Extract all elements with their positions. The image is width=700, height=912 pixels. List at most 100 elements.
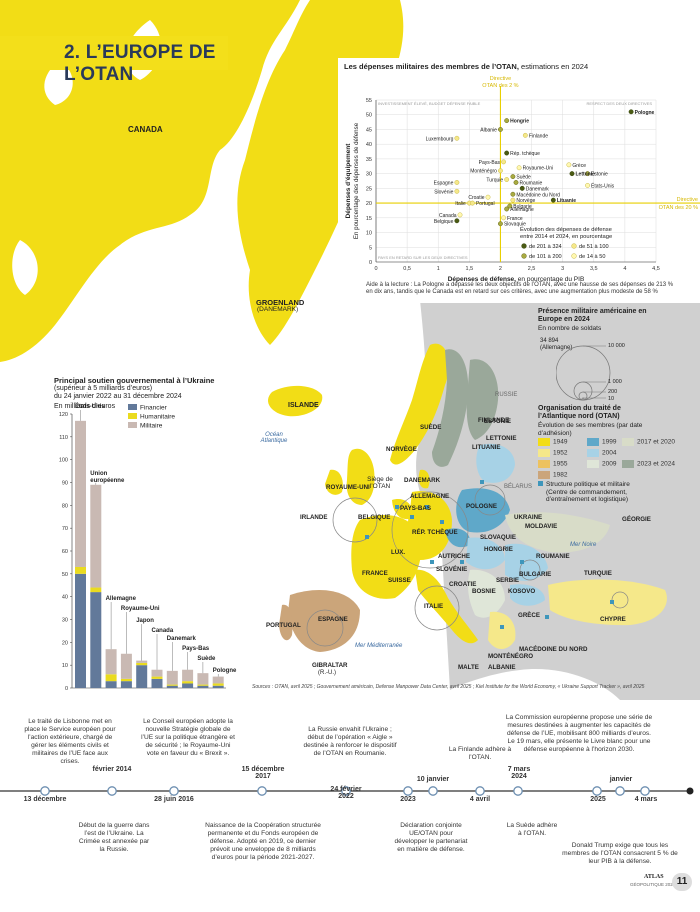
scatter-ytick-label: 25: [366, 186, 372, 192]
scatter-title-bold: Les dépenses militaires des membres de l…: [344, 62, 519, 71]
scatter-xtick-label: 3,5: [590, 266, 598, 272]
scatter-point-danemark: [519, 185, 525, 191]
members-swatch: [538, 449, 550, 457]
scatter-point-grece: [566, 162, 572, 168]
scatter-point-label-albanie: Albanie: [480, 127, 497, 133]
quadrant-bottom-left: PAYS EN RETARD SUR LES DEUX DIRECTIVES: [378, 255, 468, 260]
bar-legend-label-financier: Financier: [140, 405, 168, 412]
timeline-node: [475, 786, 485, 796]
scatter-chart: 0 0,5 1 1,5 2 2,5 3 3,5 4 4,5 0 5 10 15 20 25 30 35 40 45 50…: [345, 76, 700, 283]
scatter-point-label-italie: Italie: [455, 201, 466, 207]
country-label-france: FRANCE: [362, 570, 388, 577]
scatter-point-label-belgique: Belgique: [434, 219, 454, 225]
bar-pologne-militaire: [212, 676, 224, 684]
balkans: [467, 569, 505, 618]
troops-value: 34 894: [540, 338, 559, 344]
bar-label-suede: Suède: [197, 656, 216, 662]
timeline-node: [107, 786, 117, 796]
members-legend-2009: 2009: [587, 460, 616, 468]
scatter-point-estonie: [585, 171, 591, 177]
scatter-point-label-bulgarie: Bulgarie: [513, 204, 532, 210]
bar-ytick-label: 60: [62, 549, 68, 555]
scatter-point-lituanie: [550, 197, 556, 203]
scatter-point-pologne: [628, 109, 634, 115]
scatter-ytick-label: 30: [366, 172, 372, 178]
italy: [415, 569, 478, 644]
scatter-point-macedoine-du-nord: [510, 191, 516, 197]
timeline-date-2023: 2023: [400, 796, 416, 803]
country-label-hongrie: HONGRIE: [484, 546, 513, 553]
scatter-point-label-montenegro: Monténégro: [470, 169, 497, 175]
bar-label-etats-unis: États-Unis: [75, 402, 105, 410]
structure-square-icon: [538, 481, 543, 486]
scatter-point-label-lituanie: Lituanie: [557, 198, 576, 204]
scatter-point-pays-bas: [501, 159, 507, 165]
footer-brand: ATLAS: [644, 874, 664, 880]
bar-etats-unis-humanitaire: [75, 566, 86, 574]
country-label-italie: ITALIE: [424, 603, 444, 610]
bar-pologne-financier: [212, 685, 224, 688]
bar-union-europeenne-humanitaire: [90, 587, 102, 593]
bar-etats-unis-financier: [75, 573, 86, 688]
finland: [466, 359, 499, 440]
scatter-point-label-norvege: Norvège: [516, 198, 535, 204]
country-label-malte: MALTE: [458, 664, 479, 671]
timeline-date-10-janvier: 10 janvier: [416, 776, 450, 783]
members-year-label: 1982: [553, 471, 568, 479]
directive-x-label: OTAN des 2 %: [482, 83, 518, 89]
scatter-point-label-canada: Canada: [439, 213, 457, 219]
bar-union-europeenne-financier: [90, 592, 102, 688]
directive-y-label: OTAN des 20 %: [659, 205, 698, 211]
bar-royaume-uni-financier: [120, 681, 132, 688]
bar-pays-bas-humanitaire: [182, 681, 194, 684]
bar-allemagne-financier: [105, 681, 117, 688]
troops-value-sub: (Allemagne): [540, 345, 573, 351]
timeline-note-bottom-3: Déclaration conjointe UE/OTAN pour dével…: [394, 822, 468, 853]
scatter-xtick-label: 2,5: [528, 266, 536, 272]
scatter-point-slovenie: [454, 188, 460, 194]
scatter-xtick-label: 1,5: [466, 266, 474, 272]
members-year-label: 1949: [553, 438, 568, 446]
scatter-point-belgique: [454, 218, 460, 224]
timeline-note-bottom-4: La Suède adhère à l’OTAN.: [506, 822, 558, 837]
scatter-point-portugal: [469, 200, 475, 206]
sweden: [432, 349, 469, 467]
members-swatch: [538, 438, 550, 446]
scatter-ytick-label: 10: [366, 231, 372, 237]
scatter-ytick-label: 15: [366, 216, 372, 222]
timeline-date-janvier: janvier: [609, 776, 633, 783]
bar-suede-militaire: [197, 673, 209, 685]
troops-scale-1: 10 000: [608, 343, 625, 349]
country-label-suisse: SUISSE: [388, 577, 411, 584]
bar-danemark-humanitaire: [166, 684, 178, 686]
scatter-point-roumanie: [513, 180, 519, 185]
members-legend-2017-et-2020: 2017 et 2020: [622, 438, 675, 446]
scatter-point-label-pays-bas: Pays-Bas: [479, 160, 501, 166]
quadrant-top-right: RESPECT DES DEUX DIRECTIVES: [587, 101, 653, 106]
title-banner: 2. L’EUROPE DE L’OTAN: [0, 36, 228, 85]
scatter-note-1: Aide à la lecture : La Pologne a dépassé…: [366, 282, 674, 288]
bar-label-union-europeenne: Union: [90, 471, 107, 477]
troops-circle-germany: [391, 491, 469, 569]
members-title: Organisation du traité de l’Atlantique n…: [538, 405, 621, 420]
baltics: [476, 443, 515, 483]
timeline-date-2025: 2025: [590, 796, 606, 803]
country-label-finlande: FINLANDE: [478, 417, 510, 424]
scatter-point-slovaquie: [497, 221, 503, 227]
country-label-gibraltar: GIBRALTAR: [312, 662, 348, 669]
scatter-legend-label: de 101 à 200: [529, 254, 562, 260]
scatter-point-royaume-uni: [516, 165, 522, 171]
country-label-bulgarie: BULGARIE: [519, 571, 552, 578]
romania: [505, 543, 548, 581]
timeline-date-28-juin-2016: 28 juin 2016: [154, 796, 194, 803]
country-label-slovenie: SLOVÉNIE: [436, 566, 468, 573]
timeline-date-13-decembre: 13 décembre: [23, 796, 67, 803]
map-label-mer-noire: Mer Noire: [570, 542, 597, 548]
members-subtitle: Évolution de ses membres (par date d’adh…: [538, 422, 643, 437]
scatter-point-label-lettonie: Lettonie: [576, 172, 596, 178]
slovakia-hungary: [466, 537, 505, 570]
czech: [445, 528, 471, 548]
country-label-bosnie: BOSNIE: [472, 588, 496, 595]
troops-panel: Présence militaire américaine en Europe …: [538, 308, 648, 404]
